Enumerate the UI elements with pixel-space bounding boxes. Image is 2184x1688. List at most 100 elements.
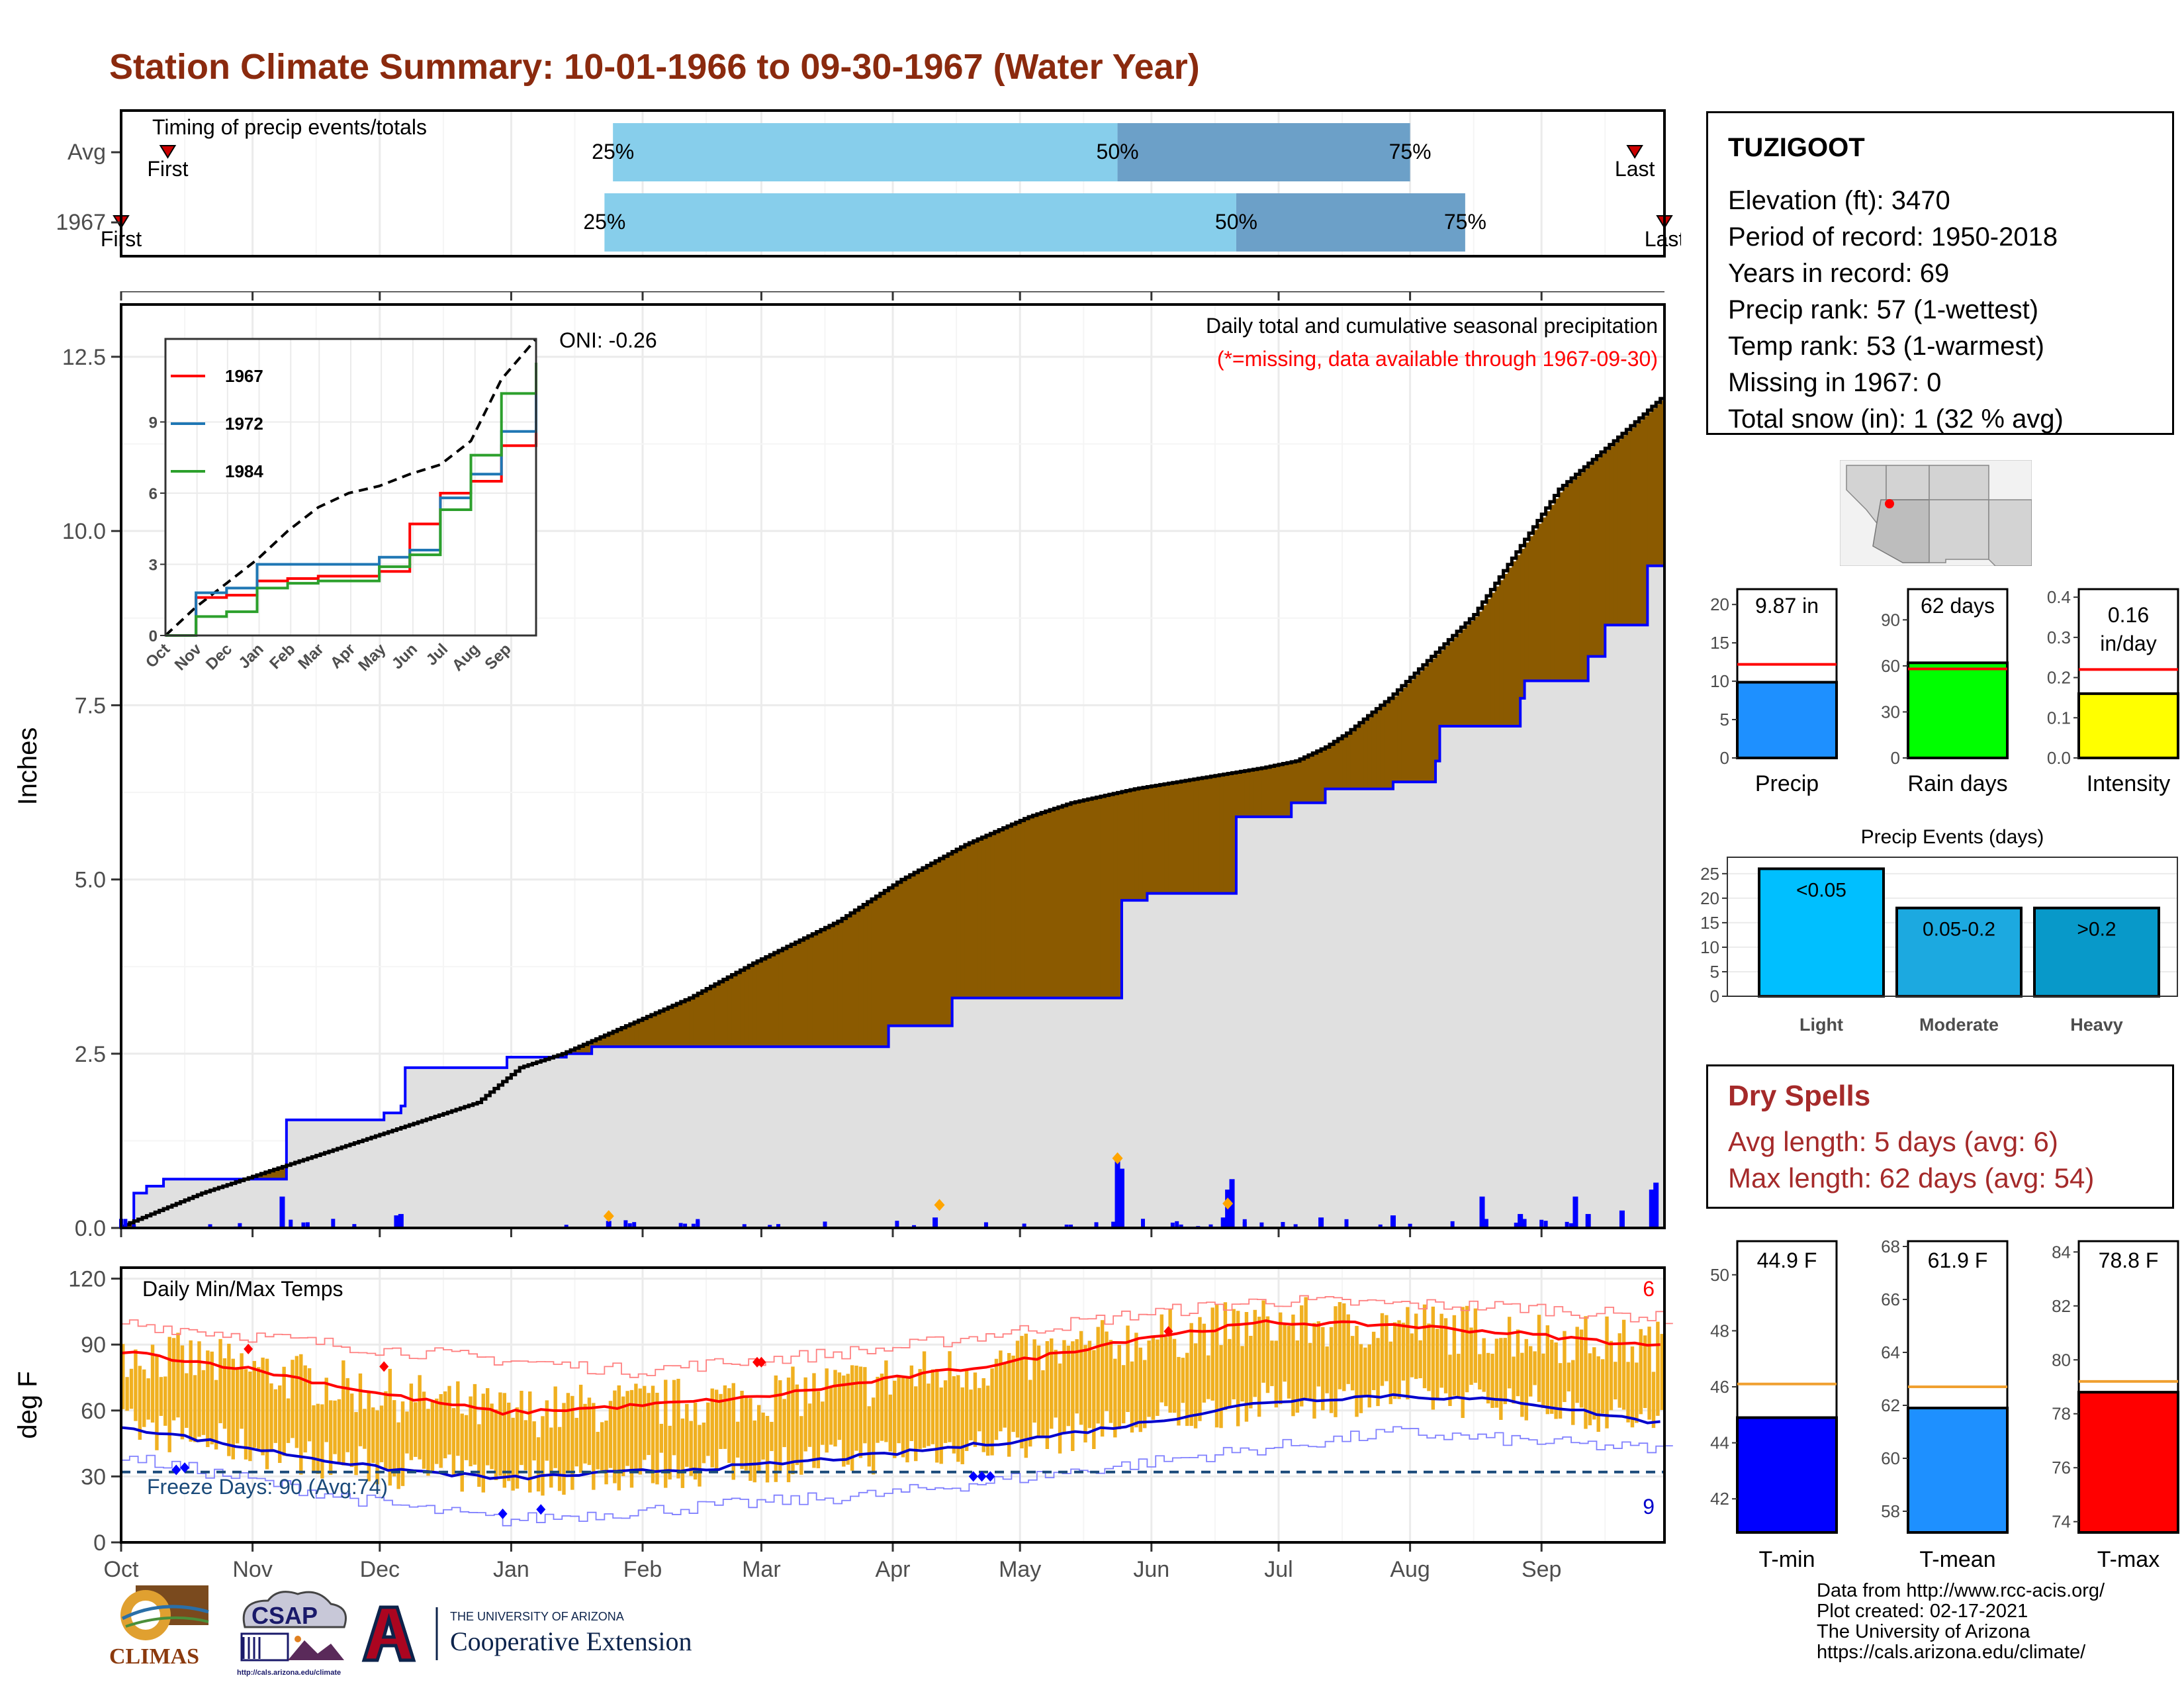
temp-daily-bar — [1639, 1329, 1643, 1415]
mini-ytick-label-2-0: 0.0 — [2047, 748, 2071, 768]
events-ytick-label-2: 10 — [1700, 937, 1719, 957]
temp-daily-bar — [562, 1403, 566, 1495]
precip-daily-bar — [305, 1222, 310, 1228]
temp-daily-bar — [807, 1403, 812, 1447]
precip-diff-bar — [1168, 783, 1173, 894]
precip-events-chart: Precip Events (days) 0 5 10 15 20 25 <0.05 Light… — [1700, 826, 2178, 1035]
temp-daily-bar — [578, 1384, 583, 1473]
temp-daily-bar — [821, 1401, 825, 1445]
temp-daily-bar — [409, 1383, 414, 1460]
temp-daily-bar — [1240, 1346, 1244, 1402]
precip-daily-bar — [1259, 1222, 1264, 1228]
temp-daily-bar — [1257, 1317, 1261, 1417]
tbar-ytick-label-2-5: 84 — [2052, 1242, 2071, 1262]
temp-daily-bar — [1121, 1365, 1126, 1424]
precip-diff-bar — [714, 985, 719, 1047]
tbar-ytick-label-2-0: 74 — [2052, 1512, 2071, 1532]
events-category-Light: Light — [1799, 1015, 1843, 1035]
precip-diff-bar — [1274, 765, 1279, 817]
temp-daily-bar — [1617, 1333, 1621, 1408]
precip-diff-bar — [1350, 731, 1355, 789]
precip-diff-bar — [786, 947, 792, 1047]
mini-ytick-label-0-1: 5 — [1720, 710, 1729, 729]
precip-diff-bar — [643, 1019, 648, 1047]
temp-daily-bar — [1592, 1347, 1596, 1420]
timing-last-label-1967: Last — [1645, 227, 1681, 251]
precip-diff-bar — [1435, 654, 1441, 761]
temp-daily-bar — [1385, 1315, 1388, 1382]
precip-diff-bar — [1635, 424, 1640, 626]
temp-daily-bar — [485, 1388, 490, 1466]
precip-diff-bar — [625, 1027, 631, 1047]
temp-daily-bar — [193, 1375, 197, 1442]
precip-diff-bar — [969, 843, 974, 998]
temp-avg-max-line — [120, 1319, 1661, 1416]
temp-daily-bar — [201, 1370, 206, 1435]
temp-daily-bar — [121, 1344, 125, 1409]
temp-daily-bar — [163, 1376, 167, 1426]
temp-ytick-label-3: 90 — [81, 1333, 106, 1358]
temp-daily-bar — [384, 1391, 388, 1470]
precip-diff-bar — [1461, 629, 1466, 726]
tbar-ytick-label-1-1: 60 — [1881, 1448, 1900, 1468]
temp-daily-bar — [825, 1368, 829, 1453]
precip-daily-bar — [1522, 1219, 1527, 1228]
freeze-days-label: Freeze Days: 90 (Avg:74) — [147, 1475, 388, 1499]
temp-daily-bar — [392, 1400, 396, 1477]
precip-daily-bar — [1208, 1224, 1213, 1228]
precip-ytick-label-4: 10.0 — [62, 519, 106, 544]
precip-diff-bar — [273, 1170, 279, 1180]
temp-daily-bar — [655, 1392, 659, 1485]
temp-daily-bar — [231, 1358, 235, 1460]
precip-diff-bar — [1032, 816, 1038, 998]
precip-diff-bar — [1550, 504, 1555, 681]
locator-map — [1840, 460, 2032, 566]
temp-daily-bar — [1575, 1327, 1579, 1403]
mini-value-Intensity: 0.16 — [2108, 603, 2149, 627]
precip-diff-bar — [1054, 809, 1059, 998]
temp-record-high-marker-1 — [379, 1361, 389, 1372]
precip-diff-bar — [867, 903, 872, 1047]
temp-daily-bar — [316, 1403, 320, 1474]
temp-daily-bar — [134, 1349, 138, 1421]
precip-diff-bar — [1177, 782, 1182, 894]
temp-daily-bar — [1439, 1313, 1443, 1388]
precip-ytick-label-5: 12.5 — [62, 345, 106, 370]
temp-daily-bar — [464, 1415, 469, 1460]
temp-daily-bar — [477, 1424, 481, 1487]
precip-chart: 0.0 2.5 5.0 7.5 10.0 12.5 Daily total and cumu… — [13, 291, 1666, 1241]
precip-daily-bar — [1479, 1196, 1485, 1228]
mini-ytick-label-0-0: 0 — [1720, 748, 1729, 768]
precip-diff-bar — [608, 1034, 614, 1047]
precip-record-marker-2 — [934, 1199, 945, 1211]
precip-diff-bar — [1643, 416, 1648, 626]
precip-diff-bar — [927, 867, 932, 1026]
precip-diff-bar — [1414, 675, 1420, 782]
temp-daily-bar — [1020, 1336, 1024, 1449]
temp-daily-bar — [1465, 1305, 1469, 1393]
temp-daily-bar — [1092, 1350, 1096, 1449]
precip-diff-bar — [888, 889, 893, 1026]
precip-diff-bar — [702, 992, 707, 1047]
tbar-value-T-max: 78.8 F — [2099, 1248, 2159, 1272]
temp-daily-bar — [756, 1405, 761, 1472]
temp-daily-bar — [520, 1391, 523, 1466]
precip-daily-bar — [1378, 1224, 1383, 1228]
month-label-Oct: Oct — [104, 1557, 139, 1582]
temp-daily-bar — [999, 1350, 1003, 1432]
precip-diff-bar — [893, 886, 898, 1026]
precip-diff-bar — [990, 834, 995, 998]
temp-daily-bar — [625, 1391, 629, 1466]
precip-diff-bar — [1342, 737, 1347, 789]
temp-daily-bar — [1329, 1327, 1334, 1413]
precip-daily-bar — [1480, 1224, 1484, 1228]
temp-daily-bar — [557, 1427, 562, 1491]
precip-daily-bar — [301, 1222, 306, 1228]
precip-diff-bar — [1300, 760, 1305, 803]
precip-diff-bar — [914, 873, 919, 1026]
precip-diff-bar — [774, 953, 779, 1047]
ua-extension-text: Cooperative Extension — [450, 1626, 692, 1656]
precip-diff-bar — [765, 958, 770, 1047]
precip-daily-bar — [1140, 1219, 1145, 1228]
credits: Data from http://www.rcc-acis.org/ Plot … — [1817, 1581, 2105, 1663]
